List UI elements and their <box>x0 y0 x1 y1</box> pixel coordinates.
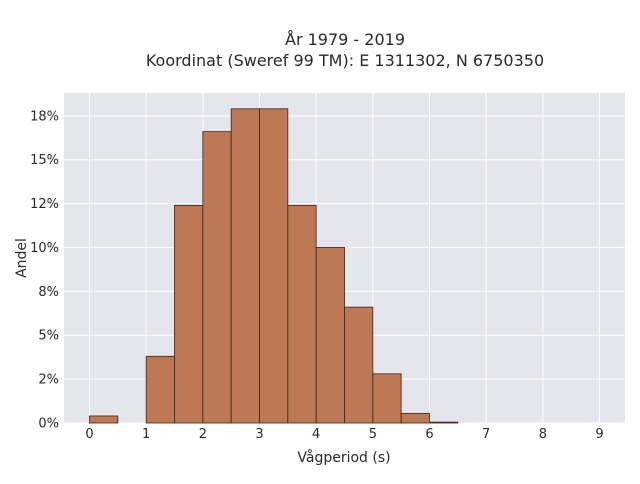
y-tick-label-1: 2% <box>38 373 59 388</box>
y-tick-label-3: 8% <box>38 285 59 300</box>
histogram-bar-2 <box>145 355 175 424</box>
y-tick-label-0: 0% <box>38 417 59 432</box>
x-tick-label-3: 3 <box>255 427 263 442</box>
histogram-bar-9 <box>344 306 374 424</box>
y-axis-label: Andel <box>14 238 30 278</box>
histogram-bar-11 <box>400 412 430 424</box>
y-tick-label-7: 18% <box>30 109 59 124</box>
histogram-bar-4 <box>202 131 232 424</box>
x-tick-label-6: 6 <box>425 427 433 442</box>
x-axis-label: Vågperiod (s) <box>297 449 390 466</box>
x-tick-label-1: 1 <box>142 427 150 442</box>
histogram-bar-10 <box>372 373 402 424</box>
chart-title-line2: Koordinat (Sweref 99 TM): E 1311302, N 6… <box>146 51 544 70</box>
histogram-bar-0 <box>89 415 119 424</box>
x-tick-label-8: 8 <box>539 427 547 442</box>
x-tick-labels: 0 1 2 3 4 5 6 7 8 9 <box>85 427 603 442</box>
histogram-bar-7 <box>287 204 317 424</box>
histogram-bar-3 <box>174 204 204 424</box>
y-tick-label-4: 10% <box>30 241 59 256</box>
y-tick-labels: 0% 2% 5% 8% 10% 12% 15% 18% <box>30 109 59 431</box>
x-tick-label-4: 4 <box>312 427 320 442</box>
x-tick-label-9: 9 <box>595 427 603 442</box>
x-tick-label-2: 2 <box>199 427 207 442</box>
y-tick-label-5: 12% <box>30 197 59 212</box>
x-tick-label-7: 7 <box>482 427 490 442</box>
x-tick-label-0: 0 <box>85 427 93 442</box>
chart-title-line1: År 1979 - 2019 <box>285 30 405 49</box>
histogram-bar-6 <box>259 108 289 424</box>
x-tick-label-5: 5 <box>369 427 377 442</box>
histogram-bar-8 <box>315 247 345 424</box>
bars <box>89 108 459 424</box>
y-tick-label-6: 15% <box>30 153 59 168</box>
y-tick-label-2: 5% <box>38 329 59 344</box>
histogram-bar-5 <box>230 108 260 424</box>
histogram-bar-12 <box>429 421 459 424</box>
